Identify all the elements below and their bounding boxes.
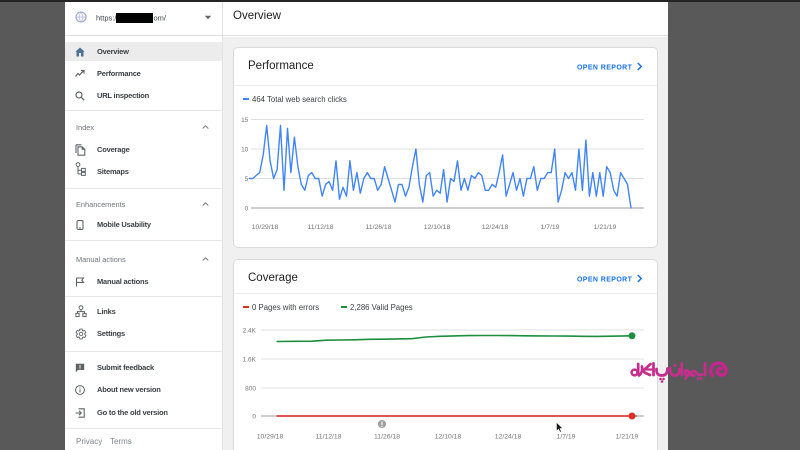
- svg-text:1.6K: 1.6K: [243, 356, 257, 363]
- svg-text:1/21/19: 1/21/19: [616, 434, 639, 441]
- svg-text:12/10/18: 12/10/18: [424, 224, 451, 231]
- svg-text:11/26/18: 11/26/18: [366, 224, 392, 231]
- svg-text:10: 10: [241, 146, 249, 153]
- svg-text:2.4K: 2.4K: [243, 327, 257, 334]
- svg-text:0: 0: [245, 205, 249, 212]
- svg-text:1/7/19: 1/7/19: [541, 224, 560, 231]
- svg-text:12/10/18: 12/10/18: [435, 434, 462, 441]
- svg-text:800: 800: [245, 385, 256, 392]
- svg-text:5: 5: [245, 176, 249, 183]
- svg-text:11/12/18: 11/12/18: [308, 224, 334, 231]
- svg-text:12/24/18: 12/24/18: [482, 224, 509, 231]
- svg-text:10/29/18: 10/29/18: [252, 224, 279, 231]
- svg-text:11/26/18: 11/26/18: [374, 434, 400, 441]
- svg-text:10/29/18: 10/29/18: [257, 434, 284, 441]
- svg-text:1/7/19: 1/7/19: [557, 434, 576, 441]
- svg-text:15: 15: [241, 117, 249, 124]
- svg-text:0: 0: [252, 413, 256, 420]
- svg-text:1/21/19: 1/21/19: [594, 224, 617, 231]
- svg-text:11/12/18: 11/12/18: [316, 434, 342, 441]
- svg-text:12/24/18: 12/24/18: [495, 434, 522, 441]
